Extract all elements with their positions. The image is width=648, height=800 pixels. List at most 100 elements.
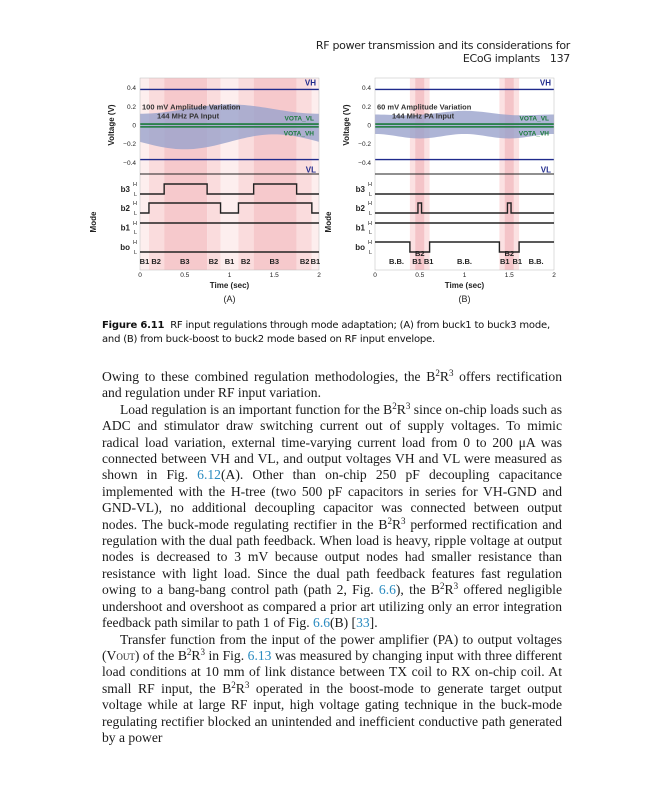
low-label: L [369,192,372,198]
pa-input-annotation: 144 MHz PA Input [157,111,220,120]
x-tick-label: 0 [373,272,377,279]
x-axis-label: Time (sec) [210,281,250,290]
mode-region-label: B2 [300,257,310,266]
mode-waveform-b2 [375,202,554,214]
high-label: H [133,182,137,188]
low-label: L [134,211,137,217]
low-label: L [134,192,137,198]
high-label: H [368,240,372,246]
fig-ref-6-13[interactable]: 6.13 [247,647,272,663]
y-tick-label: 0 [367,123,371,130]
mode-region-label: B2 [415,249,425,258]
mode-region-label: B.B. [457,257,472,266]
figure-panel-b: 0.4 0.2 0 −0.2 −0.4 0 0.5 1 1.5 2 Time (sec) (B) Vol… [324,77,556,304]
x-tick-label: 0.5 [415,272,424,279]
mode-region-label: B2 [241,257,251,266]
citation-33[interactable]: 33 [356,615,370,631]
vh-label: VH [540,79,551,88]
y-tick-label: 0.2 [127,104,136,111]
page-number: 137 [549,52,570,65]
high-label: H [368,182,372,188]
mode-region-label: B1 [513,257,523,266]
y-tick-label: 0.2 [362,104,371,111]
x-axis-label: Time (sec) [445,281,485,290]
caption-text: RF input regulations through mode adapta… [102,320,550,345]
mode-bit-label: b2 [356,204,366,213]
mode-bit-label: b1 [121,224,131,233]
y-tick-label: −0.4 [123,160,136,167]
low-label: L [369,250,372,256]
y-tick-label: 0.4 [127,85,136,92]
high-label: H [133,240,137,246]
mode-region-label: B1 [424,257,434,266]
mode-region-label: B3 [180,257,190,266]
mode-region-label: B1 [500,257,510,266]
high-label: H [368,201,372,207]
high-label: H [133,201,137,207]
x-tick-label: 2 [317,272,321,279]
mode-region-label: B1 [311,257,321,266]
mode-waveform-b3 [140,183,319,195]
low-label: L [369,211,372,217]
x-tick-label: 1 [463,272,467,279]
vota-vh-label: VOTA_VH [284,130,315,137]
vota-vh-label: VOTA_VH [519,130,550,137]
low-label: L [369,230,372,236]
mode-region-label: B3 [269,257,279,266]
mode-region-label: B2 [209,257,219,266]
mode-bit-label: b2 [121,204,131,213]
y-tick-label: −0.2 [358,141,371,148]
caption-label: Figure 6.11 [102,320,165,331]
fig-ref-6-6b[interactable]: 6.6 [313,615,331,631]
x-tick-label: 1.5 [505,272,514,279]
mode-region-label: B1 [225,257,235,266]
panel-label: (A) [224,294,236,304]
mode-bit-label: b1 [356,224,366,233]
amplitude-annotation: 100 mV Amplitude Variation [142,102,241,111]
amplitude-annotation: 60 mV Amplitude Variation [377,102,472,111]
paragraph-2: Load regulation is an important function… [102,400,563,631]
body-text: Owing to these combined regulation metho… [102,369,562,746]
mode-bit-label: b3 [121,185,131,194]
mode-region-label: B1 [412,257,422,266]
mode-waveform-bo [375,241,554,253]
x-tick-label: 2 [552,272,556,279]
mode-region-label: B.B. [389,257,404,266]
fig-ref-6-12[interactable]: 6.12 [197,467,221,483]
x-tick-label: 0 [138,272,142,279]
vl-label: VL [306,165,316,174]
paragraph-1: Owing to these combined regulation metho… [102,368,562,401]
high-label: H [368,221,372,227]
figure-caption: Figure 6.11 RF input regulations through… [102,319,562,347]
low-label: L [134,230,137,236]
y-axis-label-mode: Mode [89,211,98,232]
low-label: L [134,250,137,256]
y-axis-label-voltage: Voltage (V) [342,104,351,146]
mode-bit-label: bo [355,243,365,252]
y-axis-label-mode: Mode [324,211,333,232]
high-label: H [133,221,137,227]
fig-ref-6-6[interactable]: 6.6 [378,582,396,598]
mode-region-label: B1 [140,257,150,266]
paragraph-3: Transfer function from the input of the … [102,631,562,745]
y-axis-label-voltage: Voltage (V) [107,104,116,146]
vh-label: VH [305,79,316,88]
x-tick-label: 1.5 [270,272,279,279]
mode-region-label: B.B. [529,257,544,266]
y-tick-label: 0.4 [362,85,371,92]
mode-bit-label: bo [120,243,130,252]
mode-waveform-b2 [140,202,319,214]
vota-vl-label: VOTA_VL [520,115,550,122]
running-title: RF power transmission and its considerat… [315,39,570,65]
mode-bit-label: b3 [356,185,366,194]
x-tick-label: 0.5 [180,272,189,279]
vota-vl-label: VOTA_VL [285,115,315,122]
pa-input-annotation: 144 MHz PA Input [392,111,455,120]
y-tick-label: −0.4 [358,160,371,167]
vl-label: VL [541,165,551,174]
x-tick-label: 1 [228,272,232,279]
figure-panel-a: 0.4 0.2 0 −0.2 −0.4 0 0.5 1 1.5 2 Time (sec) (A) Vol… [89,77,321,304]
panel-label: (B) [459,294,471,304]
y-tick-label: −0.2 [123,141,136,148]
mode-region-label: B2 [151,257,161,266]
